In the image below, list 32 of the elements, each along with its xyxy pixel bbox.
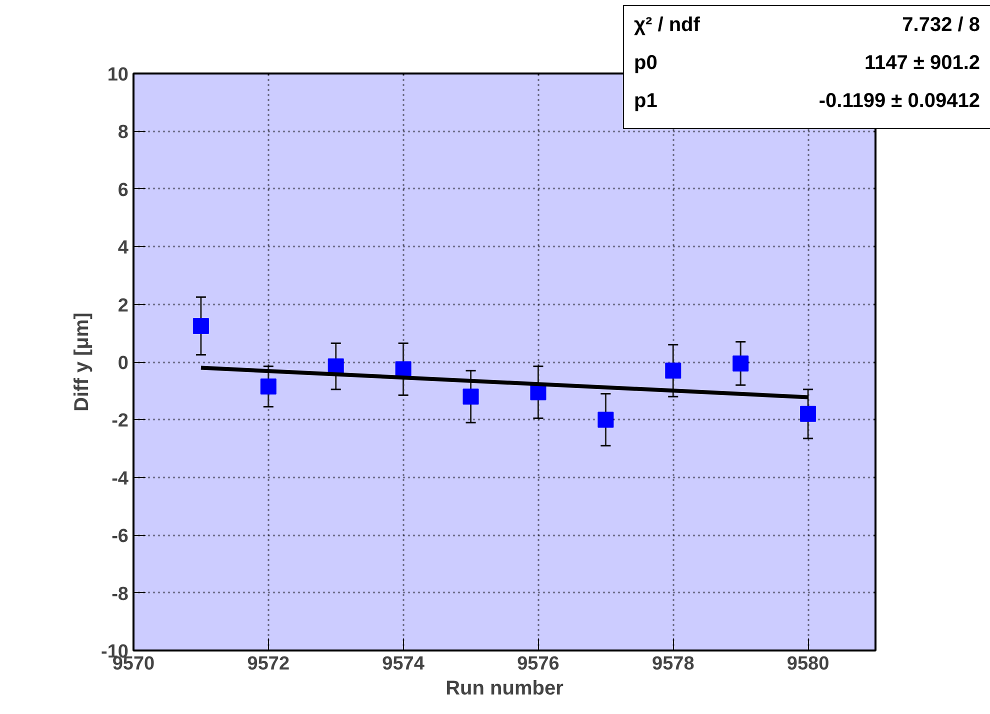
x-axis-title: Run number [446,678,564,700]
y-tick-label: 8 [118,122,129,144]
annotation: 1147 ± 901.2 [863,51,981,76]
y-tick-label: -4 [112,468,129,490]
text: χ² / ndf [634,14,700,36]
annotation: p0 [633,51,658,76]
y-tick-label: -6 [112,526,129,548]
y-tick-label: 10 [107,64,129,86]
point [598,412,614,428]
point [192,318,209,334]
point [665,362,682,379]
y-tick-label: -2 [112,410,129,432]
x-tick-label: 9576 [517,654,560,674]
point [530,384,546,400]
text: 7.732 / 8 [902,14,980,36]
point [462,388,479,405]
point [800,406,816,422]
y-tick-label: -8 [112,584,129,605]
y-tick-label: 4 [118,238,129,259]
y-tick-label: 0 [118,353,129,374]
point [395,361,412,378]
y-axis-title: Diff y [μm] [71,312,94,412]
y-tick-label: 2 [118,295,129,316]
annotation: p1 [633,89,658,114]
annotation: -0.1199 ± 0.09412 [818,89,981,114]
point [732,355,749,372]
x-tick-label: 9580 [786,654,830,674]
x-tick-label: 9574 [382,654,425,674]
point [260,378,276,395]
x-tick-label: 9572 [247,654,290,674]
y-tick-label: 6 [118,180,129,201]
x-tick-label: 9578 [652,654,694,674]
